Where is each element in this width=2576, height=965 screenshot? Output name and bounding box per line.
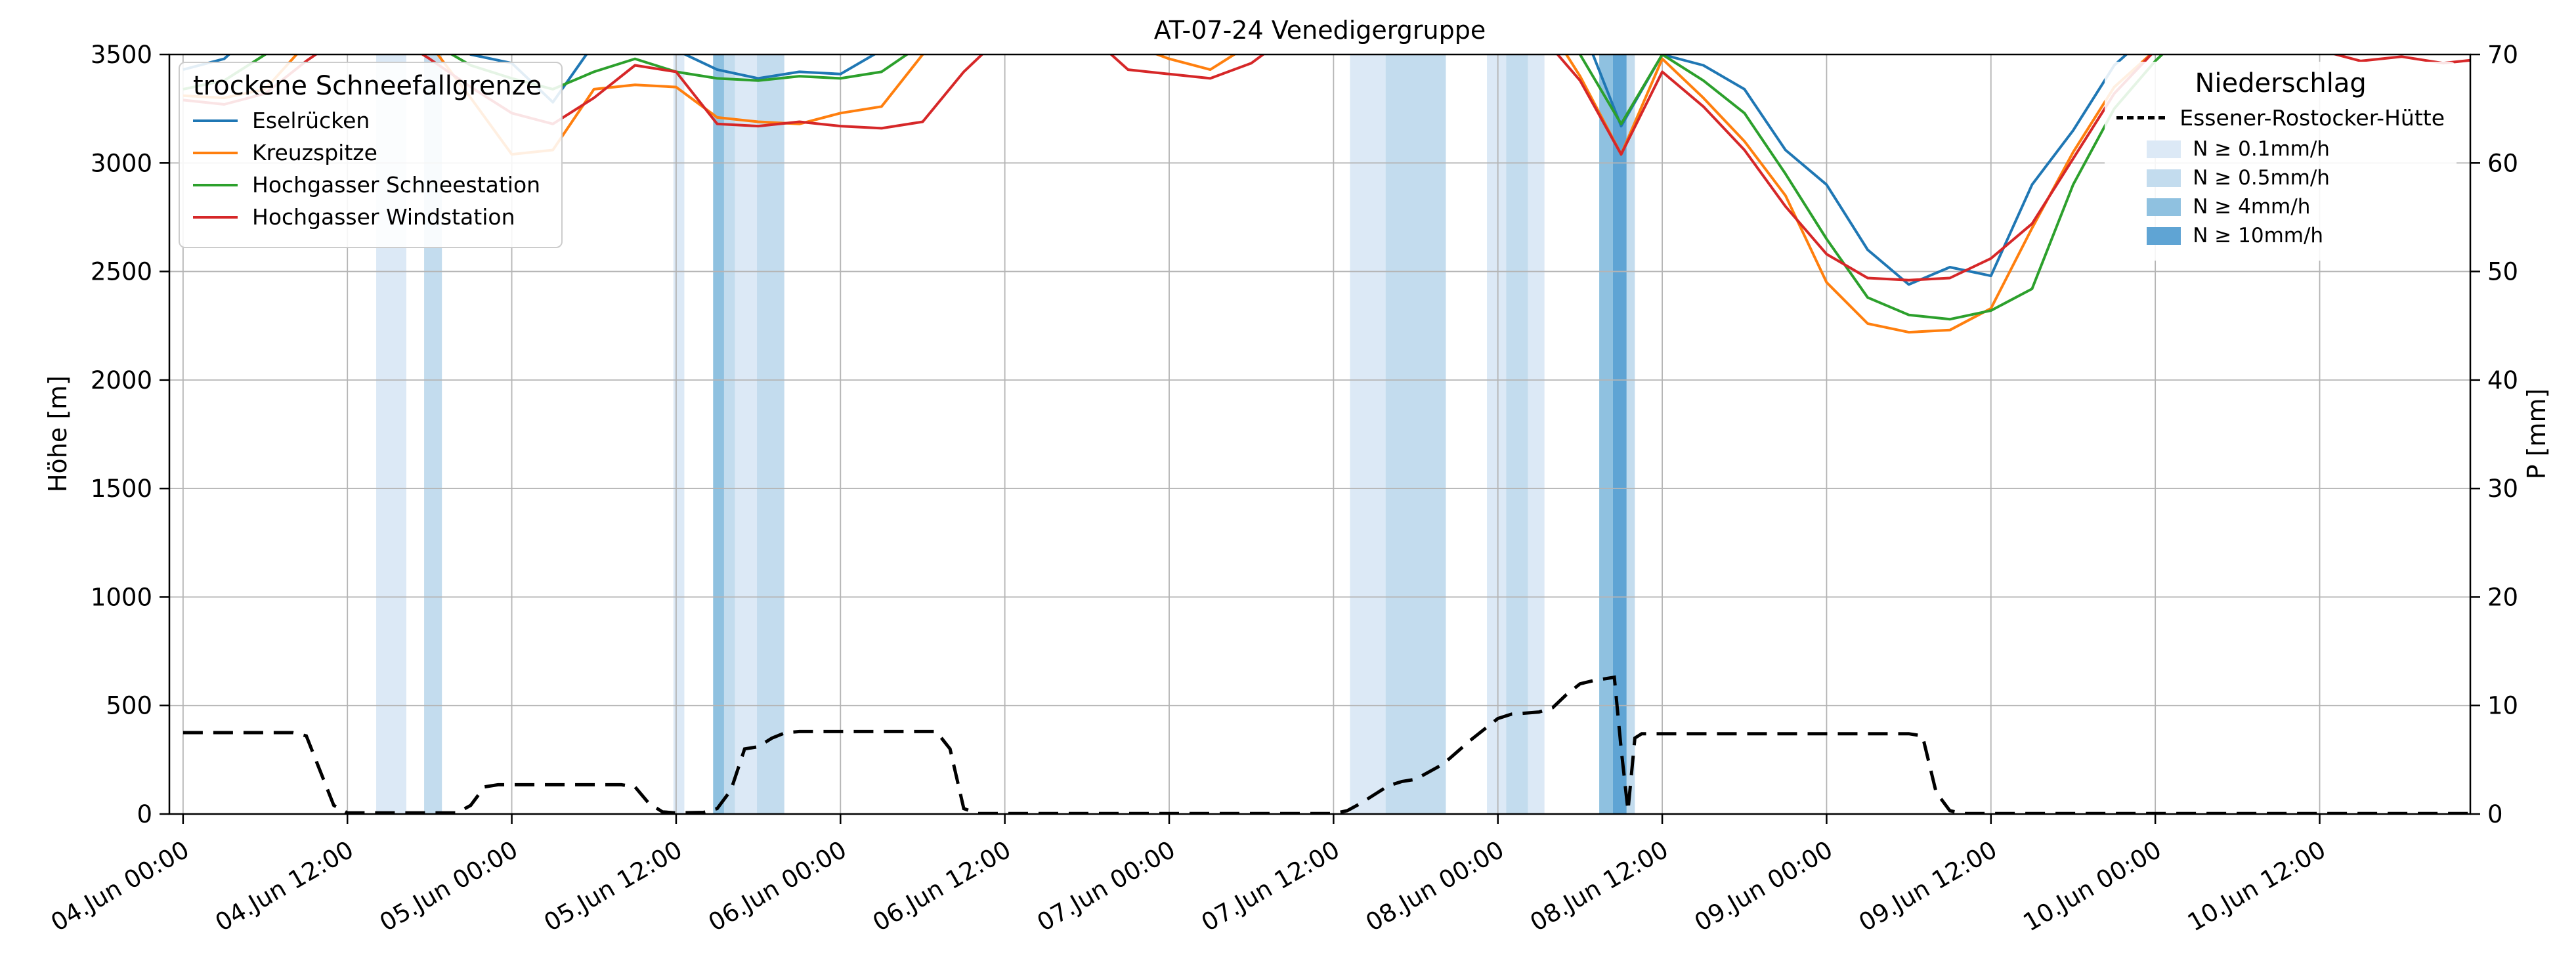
legend-item-hochgasser-schneestation: Hochgasser Schneestation xyxy=(193,172,542,198)
y-tick-label-right: 30 xyxy=(2487,475,2518,503)
legend-precip-band-items: N ≥ 0.1mm/h N ≥ 0.5mm/h N ≥ 4mm/h N ≥ 10mm/… xyxy=(2116,137,2445,247)
precip-band-0.1 xyxy=(673,54,685,814)
precip-bands-layer xyxy=(376,54,1635,814)
legend-precip: Niederschlag Essener-Rostocker-Hütte N ≥… xyxy=(2105,62,2457,261)
legend-patch-swatch xyxy=(2147,140,2181,158)
precip-band-0.5 xyxy=(723,54,735,814)
legend-snowline-items: Eselrücken Kreuzspitze Hochgasser Schneest… xyxy=(193,108,542,230)
legend-patch-swatch xyxy=(2147,226,2181,245)
y-tick-label-right: 50 xyxy=(2487,258,2518,286)
y-tick-label-left: 1500 xyxy=(91,475,152,503)
y-tick-label-right: 0 xyxy=(2487,800,2503,828)
precip-band-10 xyxy=(1612,54,1627,814)
y-tick-label-right: 20 xyxy=(2487,583,2518,611)
x-tick-label: 10.Jun 12:00 xyxy=(2183,836,2330,937)
legend-line-swatch xyxy=(193,215,238,219)
legend-line-swatch xyxy=(193,119,238,122)
legend-line-swatch xyxy=(193,183,238,186)
y-tick-label-left: 1000 xyxy=(91,583,152,611)
legend-precip-title: Niederschlag xyxy=(2195,68,2367,98)
legend-snowline: trockene Schneefallgrenze Eselrücken Kreu… xyxy=(179,62,563,248)
x-tick-label: 08.Jun 12:00 xyxy=(1526,836,1673,937)
legend-item-label: N ≥ 0.5mm/h xyxy=(2193,166,2330,190)
series-line-hochgasser-windstation xyxy=(182,54,2470,282)
plot-border xyxy=(168,53,2472,815)
legend-snowline-title: trockene Schneefallgrenze xyxy=(193,71,542,101)
y-tick-label-right: 40 xyxy=(2487,366,2518,395)
x-tick-label: 04.Jun 00:00 xyxy=(46,836,194,937)
precip-band-0.5 xyxy=(1385,54,1446,814)
x-tick-label: 06.Jun 12:00 xyxy=(868,836,1016,937)
series-line-hochgasser-schneestation xyxy=(182,54,2164,321)
precip-band-4 xyxy=(1599,54,1613,814)
legend-line-swatch xyxy=(193,151,238,154)
legend-item-kreuzspitze: Kreuzspitze xyxy=(193,140,542,165)
y-tick-label-right: 70 xyxy=(2487,41,2518,69)
x-tick-label: 07.Jun 12:00 xyxy=(1197,836,1344,937)
legend-item-label: N ≥ 0.1mm/h xyxy=(2193,137,2330,161)
series-layer xyxy=(182,54,2470,334)
dashed-line-swatch xyxy=(2116,116,2166,119)
x-tick-label: 06.Jun 00:00 xyxy=(704,836,851,937)
x-tick-label: 09.Jun 12:00 xyxy=(1854,836,2002,937)
legend-item-hochgasser-windstation: Hochgasser Windstation xyxy=(193,204,542,230)
x-tick-label: 07.Jun 00:00 xyxy=(1032,836,1180,937)
legend-item-n-10: N ≥ 10mm/h xyxy=(2147,224,2445,247)
legend-patch-swatch xyxy=(2147,169,2181,187)
legend-item-label: N ≥ 4mm/h xyxy=(2193,195,2311,219)
y-tick-label-left: 0 xyxy=(137,800,152,828)
precip-band-0.1 xyxy=(1350,54,1386,814)
legend-item-n-4: N ≥ 4mm/h xyxy=(2147,195,2445,219)
legend-item-label: N ≥ 10mm/h xyxy=(2193,224,2324,247)
y-tick-label-right: 60 xyxy=(2487,149,2518,177)
legend-item-label: Kreuzspitze xyxy=(252,140,377,165)
x-tick-label: 08.Jun 00:00 xyxy=(1361,836,1509,937)
y-tick-label-right: 10 xyxy=(2487,692,2518,720)
x-tick-label: 10.Jun 00:00 xyxy=(2019,836,2166,937)
precip-band-0.5 xyxy=(1626,54,1635,814)
x-tick-label: 05.Jun 12:00 xyxy=(539,836,687,937)
y-tick-label-left: 500 xyxy=(106,692,152,720)
legend-item-n-0-1: N ≥ 0.1mm/h xyxy=(2147,137,2445,161)
x-tick-label: 05.Jun 00:00 xyxy=(375,836,523,937)
precip-band-0.1 xyxy=(735,54,758,814)
precip-band-0.1 xyxy=(1487,54,1507,814)
y-tick-label-left: 3500 xyxy=(91,41,152,69)
precip-line xyxy=(182,675,2470,814)
legend-item-eselr-cken: Eselrücken xyxy=(193,108,542,133)
legend-item-label: Essener-Rostocker-Hütte xyxy=(2179,105,2445,131)
legend-item-n-0-5: N ≥ 0.5mm/h xyxy=(2147,166,2445,190)
series-line-kreuzspitze xyxy=(182,54,2153,334)
precip-band-0.5 xyxy=(757,54,784,814)
legend-item-label: Eselrücken xyxy=(252,108,370,133)
x-tick-label: 09.Jun 00:00 xyxy=(1690,836,1837,937)
y-tick-label-left: 3000 xyxy=(91,149,152,177)
legend-item-label: Hochgasser Schneestation xyxy=(252,172,541,198)
y-tick-label-left: 2500 xyxy=(91,258,152,286)
legend-item-label: Hochgasser Windstation xyxy=(252,204,515,230)
y-tick-label-left: 2000 xyxy=(91,366,152,395)
chart-title: AT-07-24 Venedigergruppe xyxy=(1153,16,1486,45)
precip-band-0.1 xyxy=(1528,54,1545,814)
precip-band-4 xyxy=(713,54,724,814)
precip-band-0.5 xyxy=(1506,54,1528,814)
legend-patch-swatch xyxy=(2147,198,2181,216)
x-tick-label: 04.Jun 12:00 xyxy=(211,836,358,937)
legend-item-precip-station: Essener-Rostocker-Hütte xyxy=(2116,105,2445,131)
